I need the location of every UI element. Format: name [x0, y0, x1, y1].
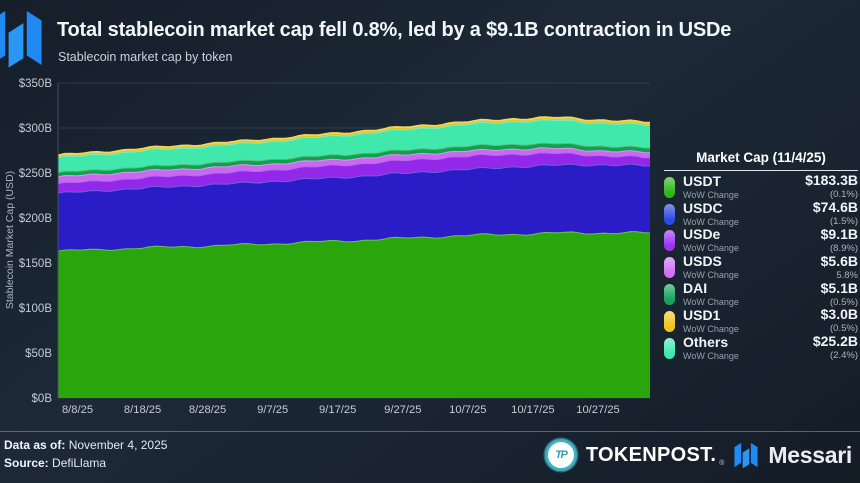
usdt-swatch-icon [664, 176, 675, 198]
y-tick-label: $150B [19, 258, 53, 270]
token-value: $183.3B [805, 172, 858, 189]
x-tick-label: 8/18/25 [124, 404, 161, 416]
wow-change-label: WoW Change [683, 270, 739, 281]
x-tick-label: 10/17/25 [511, 404, 555, 416]
token-name: USDT [683, 172, 722, 189]
token-change: (1.5%) [830, 216, 858, 228]
token-change: (2.4%) [830, 350, 858, 362]
y-tick-label: $350B [19, 78, 53, 90]
token-value: $3.0B [820, 306, 858, 323]
x-tick-label: 10/7/25 [449, 404, 486, 416]
usds-swatch-icon [664, 257, 675, 279]
source-value: DefiLlama [52, 456, 107, 470]
source-label: Source: [4, 456, 49, 470]
y-tick-label: $250B [19, 168, 53, 180]
source: Source: DefiLlama [4, 456, 106, 470]
messari-wordmark: Messari [768, 441, 852, 468]
token-change: (8.9%) [830, 242, 858, 254]
legend-row-usds: USDS WoW Change $5.6B 5.8% [664, 254, 858, 281]
token-name: USDe [683, 226, 721, 243]
legend-title: Market Cap (11/4/25) [664, 150, 858, 171]
legend-row-dai: DAI WoW Change $5.1B (0.5%) [664, 281, 858, 308]
y-axis-title: Stablecoin Market Cap (USD) [4, 171, 16, 309]
wow-change-label: WoW Change [683, 243, 739, 254]
usdc-swatch-icon [664, 203, 675, 225]
y-tick-label: $200B [19, 213, 53, 225]
token-name: Others [683, 333, 729, 350]
others-swatch-icon [664, 337, 675, 359]
legend-row-usd1: USD1 WoW Change $3.0B (0.5%) [664, 306, 858, 335]
tokenpost-monogram: TP [555, 449, 568, 461]
token-value: $25.2B [812, 333, 858, 350]
token-value: $74.6B [812, 199, 858, 216]
y-tick-label: $50B [25, 348, 52, 360]
x-tick-label: 9/7/25 [257, 404, 288, 416]
legend-row-usdt: USDT WoW Change $183.3B (0.1%) [664, 172, 858, 201]
x-tick-label: 9/27/25 [384, 404, 421, 416]
y-tick-label: $300B [19, 123, 53, 135]
token-name: DAI [683, 280, 708, 297]
wow-change-label: WoW Change [683, 350, 739, 361]
token-value: $9.1B [820, 225, 858, 242]
data-as-of-value: November 4, 2025 [68, 438, 168, 452]
tokenpost-logo-icon: TP [544, 439, 577, 471]
token-name: USD1 [683, 306, 721, 323]
y-tick-label: $100B [19, 303, 53, 315]
usd1-swatch-icon [664, 310, 675, 332]
legend: Market Cap (11/4/25) USDT WoW Change $18… [664, 150, 858, 362]
token-change: (0.5%) [830, 296, 858, 308]
x-tick-label: 10/27/25 [576, 404, 620, 416]
legend-row-others: Others WoW Change $25.2B (2.4%) [664, 333, 858, 362]
messari-logo-icon [734, 442, 758, 469]
token-change: (0.5%) [830, 323, 858, 335]
token-name: USDS [683, 253, 722, 270]
wow-change-label: WoW Change [683, 189, 739, 200]
wow-change-label: WoW Change [683, 216, 739, 227]
page-subtitle: Stablecoin market cap by token [58, 50, 233, 64]
x-tick-label: 8/28/25 [189, 404, 226, 416]
page-title: Total stablecoin market cap fell 0.8%, l… [57, 19, 732, 41]
token-value: $5.1B [820, 279, 858, 296]
dai-swatch-icon [664, 284, 675, 306]
tokenpost-wordmark: TOKENPOST. [585, 443, 717, 466]
brand-logos: TP TOKENPOST. ® Messari [544, 437, 852, 473]
footer-divider [0, 431, 860, 432]
wow-change-label: WoW Change [683, 323, 739, 334]
x-tick-label: 8/8/25 [62, 404, 93, 416]
token-value: $5.6B [820, 252, 858, 269]
token-change: 5.8% [836, 269, 858, 281]
data-as-of: Data as of: November 4, 2025 [4, 438, 167, 452]
wow-change-label: WoW Change [683, 297, 739, 308]
x-tick-label: 9/17/25 [319, 404, 356, 416]
token-name: USDC [683, 199, 723, 216]
token-change: (0.1%) [830, 189, 858, 201]
messari-logo-icon [0, 11, 42, 68]
registered-mark-icon: ® [719, 460, 725, 467]
usde-swatch-icon [664, 230, 675, 252]
y-tick-label: $0B [32, 393, 53, 405]
legend-row-usde: USDe WoW Change $9.1B (8.9%) [664, 225, 858, 255]
data-as-of-label: Data as of: [4, 438, 66, 452]
legend-row-usdc: USDC WoW Change $74.6B (1.5%) [664, 199, 858, 228]
